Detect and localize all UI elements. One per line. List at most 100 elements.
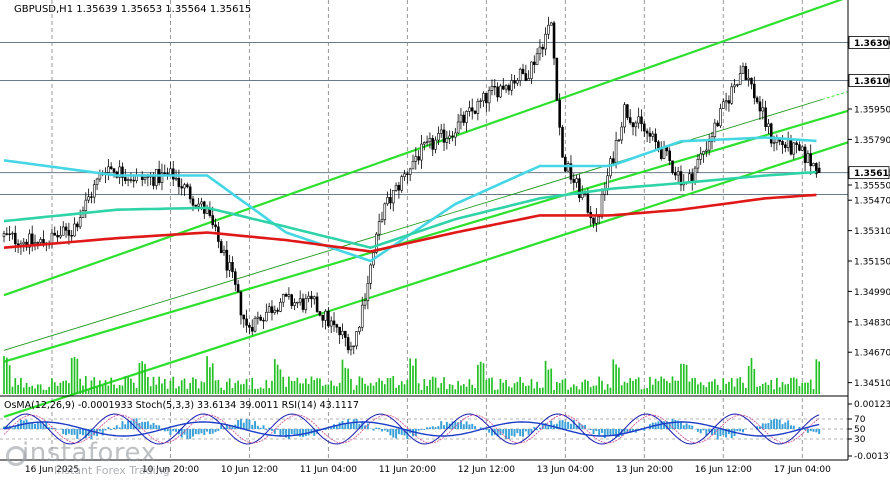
candle-body bbox=[513, 80, 516, 84]
candle-body bbox=[53, 232, 57, 236]
candle-body bbox=[803, 146, 807, 163]
candle-body bbox=[406, 173, 409, 175]
candle-body bbox=[349, 345, 353, 351]
price-label-box bbox=[848, 36, 890, 49]
candle-body bbox=[355, 331, 358, 347]
candle-body bbox=[445, 137, 449, 143]
candle-body bbox=[451, 135, 454, 138]
price-tick-label: 1.35150 bbox=[854, 258, 890, 268]
candle-body bbox=[163, 172, 167, 175]
candle-body bbox=[795, 142, 798, 145]
candle-body bbox=[561, 126, 564, 158]
price-label-box bbox=[848, 74, 890, 87]
candle-body bbox=[750, 77, 753, 85]
candle-body bbox=[470, 107, 474, 112]
candle-body bbox=[414, 156, 418, 162]
candle-body bbox=[411, 160, 415, 170]
candle-body bbox=[518, 68, 522, 81]
candle-body bbox=[245, 318, 248, 326]
candle-body bbox=[281, 294, 285, 303]
candle-body bbox=[28, 233, 31, 248]
time-tick-label: 16 Jun 2025 bbox=[25, 465, 79, 475]
candle-body bbox=[129, 179, 133, 181]
candle-body bbox=[659, 148, 663, 159]
candle-body bbox=[200, 201, 203, 205]
candle-body bbox=[276, 309, 279, 312]
candle-body bbox=[448, 135, 451, 139]
candle-body bbox=[231, 262, 234, 273]
candle-body bbox=[321, 314, 325, 321]
candle-body bbox=[671, 160, 674, 173]
candle-body bbox=[42, 239, 45, 244]
candle-body bbox=[265, 311, 268, 322]
candle-body bbox=[569, 163, 573, 180]
candle-body bbox=[713, 122, 717, 137]
candle-body bbox=[341, 330, 344, 336]
stoch-main-line bbox=[3, 413, 820, 445]
candle-body bbox=[197, 203, 200, 207]
candle-body bbox=[524, 73, 528, 81]
candle-body bbox=[767, 123, 770, 127]
candle-body bbox=[620, 126, 624, 141]
candle-body bbox=[369, 264, 372, 284]
candle-body bbox=[389, 197, 392, 204]
candle-body bbox=[549, 22, 553, 26]
candle-body bbox=[248, 324, 251, 328]
candle-body bbox=[287, 294, 291, 297]
candle-body bbox=[789, 138, 793, 155]
candle-body bbox=[386, 197, 389, 205]
candle-body bbox=[363, 300, 367, 306]
candle-body bbox=[575, 178, 578, 183]
candle-body bbox=[592, 217, 595, 224]
candle-body bbox=[146, 176, 150, 178]
candle-body bbox=[225, 249, 229, 271]
candle-body bbox=[422, 142, 426, 145]
candle-body bbox=[614, 140, 618, 163]
candle-body bbox=[352, 345, 356, 348]
time-tick-label: 13 Jun 20:00 bbox=[616, 465, 673, 475]
candle-body bbox=[118, 166, 121, 178]
candle-body bbox=[33, 242, 37, 245]
indicator-tick-label: 0.0012318 bbox=[854, 400, 890, 410]
candle-body bbox=[741, 66, 745, 74]
candle-body bbox=[696, 158, 700, 169]
candle-body bbox=[736, 84, 739, 86]
price-tick-label: 1.34830 bbox=[854, 318, 890, 328]
candle-body bbox=[442, 129, 446, 143]
candle-body bbox=[296, 301, 299, 304]
candle-body bbox=[679, 171, 683, 186]
candle-body bbox=[645, 130, 649, 134]
candle-body bbox=[640, 116, 643, 125]
candle-body bbox=[490, 85, 494, 91]
candle-body bbox=[555, 57, 559, 101]
candle-body bbox=[360, 304, 364, 328]
candle-body bbox=[784, 144, 787, 148]
candle-body bbox=[721, 101, 725, 109]
candle-body bbox=[78, 217, 82, 228]
candle-body bbox=[628, 117, 632, 123]
candle-body bbox=[298, 298, 302, 303]
candle-body bbox=[13, 232, 17, 245]
candle-body bbox=[92, 184, 96, 198]
candle-body bbox=[541, 46, 545, 50]
candle-body bbox=[112, 168, 116, 173]
candle-body bbox=[191, 198, 195, 206]
candle-body bbox=[657, 141, 660, 149]
candle-body bbox=[516, 80, 519, 84]
candle-body bbox=[459, 114, 463, 123]
time-tick-label: 11 Jun 20:00 bbox=[379, 465, 436, 475]
candle-body bbox=[239, 291, 243, 316]
candle-body bbox=[284, 294, 288, 297]
candle-body bbox=[719, 108, 722, 127]
candle-body bbox=[366, 283, 370, 301]
candle-body bbox=[346, 337, 350, 351]
time-tick-label: 10 Jun 20:00 bbox=[142, 465, 199, 475]
candle-body bbox=[439, 129, 443, 134]
candle-body bbox=[538, 46, 542, 55]
price-tick-label: 1.34510 bbox=[854, 379, 890, 389]
candle-body bbox=[572, 179, 576, 183]
price-tick-label: 1.35615 bbox=[854, 169, 890, 179]
candle-body bbox=[219, 241, 223, 254]
candle-body bbox=[482, 92, 485, 102]
